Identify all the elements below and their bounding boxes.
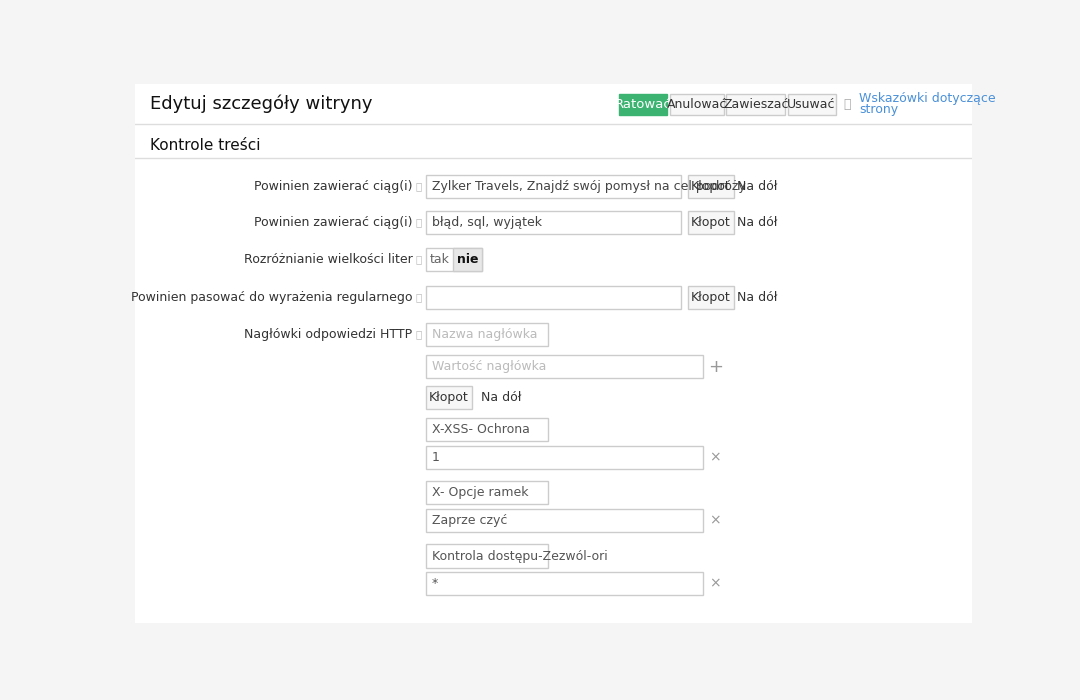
Bar (426, 211, 681, 234)
Text: 1: 1 (432, 451, 440, 464)
Bar (426, 286, 681, 309)
Bar (426, 355, 703, 378)
Text: Na dół: Na dół (738, 216, 778, 229)
Bar (426, 323, 548, 346)
Text: strony: strony (859, 103, 897, 116)
Bar (787, 94, 836, 115)
Text: Edytuj szczegóły witryny: Edytuj szczegóły witryny (150, 94, 373, 113)
Text: Zylker Travels, Znajdź swój pomysł na cel podróży: Zylker Travels, Znajdź swój pomysł na ce… (432, 180, 745, 193)
Text: ⓘ: ⓘ (416, 329, 422, 340)
Text: Kontrola dostępu-Zezwól-ori: Kontrola dostępu-Zezwól-ori (432, 550, 608, 563)
Text: ⓘ: ⓘ (416, 255, 422, 265)
Text: Usuwać: Usuwać (787, 98, 836, 111)
Text: Wartość nagłówka: Wartość nagłówka (432, 360, 546, 373)
Text: nie: nie (457, 253, 478, 266)
Text: Kontrole treści: Kontrole treści (150, 138, 261, 153)
Bar (426, 418, 548, 441)
Text: Rozróżnianie wielkości liter: Rozróżnianie wielkości liter (244, 253, 413, 266)
Text: X-XSS- Ochrona: X-XSS- Ochrona (432, 424, 529, 436)
Bar (727, 94, 785, 115)
Bar (688, 175, 734, 198)
Bar (619, 94, 667, 115)
Text: *: * (432, 578, 438, 590)
Text: ×: × (710, 451, 721, 465)
Text: Powinien zawierać ciąg(i): Powinien zawierać ciąg(i) (254, 216, 413, 229)
Text: Na dół: Na dół (738, 180, 778, 193)
Text: ⓘ: ⓘ (416, 293, 422, 302)
Text: błąd, sql, wyjątek: błąd, sql, wyjątek (432, 216, 542, 229)
Bar (426, 386, 472, 409)
Bar (426, 509, 703, 532)
Bar (688, 211, 734, 234)
Text: Zawieszać: Zawieszać (723, 98, 788, 111)
Text: Kłopot: Kłopot (691, 216, 731, 229)
Text: Kłopot: Kłopot (691, 290, 731, 304)
Bar (426, 446, 703, 469)
Text: Kłopot: Kłopot (429, 391, 469, 404)
Text: Powinien pasować do wyrażenia regularnego: Powinien pasować do wyrażenia regularneg… (131, 290, 413, 304)
Text: Powinien zawierać ciąg(i): Powinien zawierać ciąg(i) (254, 180, 413, 193)
Text: Wskazówki dotyczące: Wskazówki dotyczące (859, 92, 996, 105)
Text: tak: tak (429, 253, 449, 266)
Text: ⓘ: ⓘ (416, 181, 422, 191)
Bar (426, 175, 681, 198)
Text: ×: × (710, 514, 721, 528)
Text: Na dół: Na dół (738, 290, 778, 304)
Text: X- Opcje ramek: X- Opcje ramek (432, 486, 528, 499)
Bar (426, 248, 482, 271)
Text: Anulować: Anulować (666, 98, 727, 111)
Text: ×: × (710, 577, 721, 591)
Text: Kłopot: Kłopot (691, 180, 731, 193)
Text: Nagłówki odpowiedzi HTTP: Nagłówki odpowiedzi HTTP (244, 328, 413, 341)
Text: +: + (708, 358, 724, 376)
Text: 🔦: 🔦 (843, 97, 851, 111)
Text: Zaprze czyć: Zaprze czyć (432, 514, 508, 527)
Text: Nazwa nagłówka: Nazwa nagłówka (432, 328, 538, 341)
Bar (426, 545, 548, 568)
Bar (670, 94, 724, 115)
Bar (688, 286, 734, 309)
Bar (426, 572, 703, 595)
Text: ⓘ: ⓘ (416, 218, 422, 228)
Bar (426, 482, 548, 505)
Text: Na dół: Na dół (482, 391, 522, 404)
Bar (453, 248, 482, 271)
Text: Ratować: Ratować (615, 98, 672, 111)
